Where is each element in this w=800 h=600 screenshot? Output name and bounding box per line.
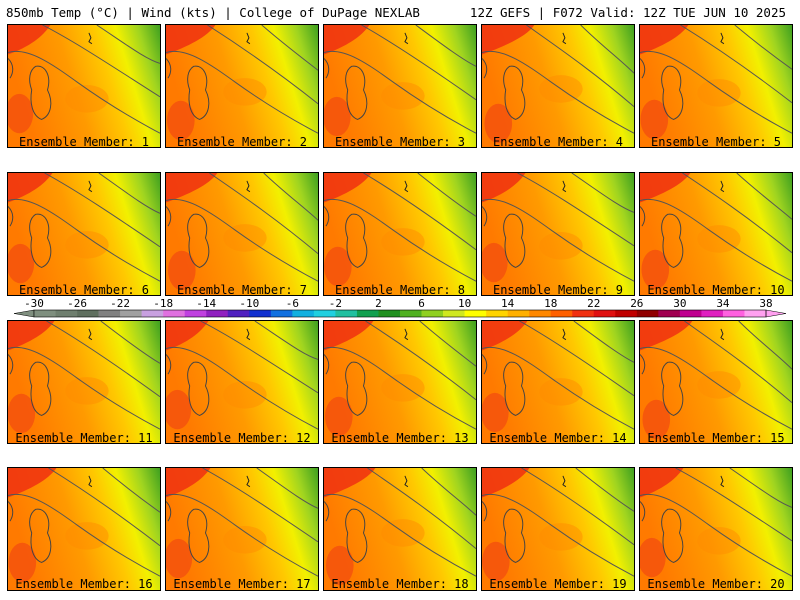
colorbar-swatch — [356, 310, 379, 317]
colorbar-swatch — [486, 310, 508, 317]
ensemble-member-label: Ensemble Member: 17 — [173, 577, 311, 591]
ensemble-map-14[interactable] — [481, 320, 635, 444]
colorbar-swatch — [722, 310, 745, 317]
colorbar-swatch — [77, 310, 99, 317]
colorbar-right-arrow — [765, 309, 787, 318]
colorbar-tick-label: -30 — [24, 297, 44, 310]
ensemble-member-label: Ensemble Member: 12 — [173, 431, 311, 445]
colorbar-swatch — [744, 310, 767, 317]
colorbar-swatch — [443, 310, 465, 317]
map-title: 850mb Temp (°C) | Wind (kts) | College o… — [6, 5, 420, 20]
ensemble-member-label: Ensemble Member: 18 — [331, 577, 469, 591]
ensemble-map-5[interactable] — [639, 24, 793, 148]
colorbar-swatch — [120, 310, 142, 317]
ensemble-member-label: Ensemble Member: 8 — [334, 283, 466, 297]
colorbar-swatch — [529, 310, 552, 317]
colorbar-swatch — [400, 310, 422, 317]
colorbar-swatch — [335, 310, 358, 317]
colorbar-tick-label: 34 — [716, 297, 730, 310]
colorbar-tick-label: -6 — [286, 297, 299, 310]
ensemble-map-8[interactable] — [323, 172, 477, 296]
colorbar-tick-label: 2 — [375, 297, 382, 310]
colorbar-swatch — [421, 310, 444, 317]
ensemble-member-label: Ensemble Member: 11 — [15, 431, 153, 445]
colorbar-swatch — [55, 310, 78, 317]
colorbar-left-arrow — [13, 309, 35, 318]
colorbar-swatch — [270, 310, 293, 317]
colorbar-swatch — [550, 310, 573, 317]
colorbar-swatch — [227, 310, 250, 317]
ensemble-member-label: Ensemble Member: 10 — [647, 283, 785, 297]
colorbar-tick-label: -2 — [329, 297, 342, 310]
colorbar-swatch — [206, 310, 229, 317]
ensemble-member-label: Ensemble Member: 5 — [650, 135, 782, 149]
ensemble-member-label: Ensemble Member: 7 — [176, 283, 308, 297]
colorbar-tick-label: 22 — [587, 297, 600, 310]
ensemble-map-3[interactable] — [323, 24, 477, 148]
colorbar-swatch — [679, 310, 702, 317]
ensemble-map-19[interactable] — [481, 467, 635, 591]
run-valid-time: 12Z GEFS | F072 Valid: 12Z TUE JUN 10 20… — [469, 5, 786, 20]
colorbar-swatch — [313, 310, 336, 317]
colorbar-swatch — [141, 310, 164, 317]
ensemble-map-20[interactable] — [639, 467, 793, 591]
ensemble-member-label: Ensemble Member: 4 — [492, 135, 624, 149]
temperature-colorbar: -30 -26 -22 -18 -14 -10 -6 -2 2 6 10 14 18 22 26 30 34 38… — [0, 296, 800, 320]
ensemble-member-label: Ensemble Member: 19 — [489, 577, 627, 591]
colorbar-swatch — [249, 310, 272, 317]
colorbar-tick-label: 6 — [418, 297, 425, 310]
colorbar-swatch — [701, 310, 724, 317]
colorbar-border — [33, 309, 767, 318]
ensemble-map-4[interactable] — [481, 24, 635, 148]
colorbar-swatch — [184, 310, 207, 317]
colorbar-swatch — [163, 310, 186, 317]
ensemble-map-12[interactable] — [165, 320, 319, 444]
ensemble-map-10[interactable] — [639, 172, 793, 296]
ensemble-member-label: Ensemble Member: 9 — [492, 283, 624, 297]
ensemble-member-label: Ensemble Member: 3 — [334, 135, 466, 149]
colorbar-swatch — [98, 310, 121, 317]
colorbar-swatch — [636, 310, 659, 317]
colorbar-swatch — [292, 310, 315, 317]
ensemble-member-label: Ensemble Member: 2 — [176, 135, 308, 149]
colorbar-swatch — [464, 310, 487, 317]
ensemble-member-label: Ensemble Member: 14 — [489, 431, 627, 445]
colorbar-tick-label: 14 — [501, 297, 515, 310]
ensemble-member-label: Ensemble Member: 1 — [18, 135, 150, 149]
ensemble-map-13[interactable] — [323, 320, 477, 444]
colorbar-tick-label: 30 — [673, 297, 686, 310]
ensemble-map-16[interactable] — [7, 467, 161, 591]
ensemble-member-label: Ensemble Member: 6 — [18, 283, 150, 297]
colorbar-swatch — [572, 310, 595, 317]
ensemble-map-1[interactable] — [7, 24, 161, 148]
ensemble-map-6[interactable] — [7, 172, 161, 296]
colorbar-svg: -30 -26 -22 -18 -14 -10 -6 -2 2 6 10 14 18 22 26 30 34 38… — [13, 297, 787, 318]
colorbar-swatch — [378, 310, 401, 317]
colorbar-tick-label: -10 — [239, 297, 259, 310]
colorbar-swatch — [658, 310, 681, 317]
ensemble-member-label: Ensemble Member: 20 — [647, 577, 785, 591]
ensemble-map-7[interactable] — [165, 172, 319, 296]
ensemble-map-9[interactable] — [481, 172, 635, 296]
ensemble-member-label: Ensemble Member: 13 — [331, 431, 469, 445]
ensemble-map-18[interactable] — [323, 467, 477, 591]
colorbar-swatch — [615, 310, 638, 317]
colorbar-tick-label: 10 — [458, 297, 471, 310]
colorbar-tick-label: 38 — [759, 297, 772, 310]
ensemble-map-17[interactable] — [165, 467, 319, 591]
colorbar-tick-label: -22 — [110, 297, 130, 310]
colorbar-tick-label: -18 — [153, 297, 173, 310]
colorbar-swatch — [34, 310, 56, 317]
colorbar-tick-label: 26 — [630, 297, 643, 310]
ensemble-map-11[interactable] — [7, 320, 161, 444]
colorbar-tick-label: 18 — [544, 297, 557, 310]
ensemble-member-label: Ensemble Member: 15 — [647, 431, 785, 445]
colorbar-swatch — [507, 310, 530, 317]
colorbar-tick-label: -14 — [196, 297, 216, 310]
colorbar-swatch — [593, 310, 616, 317]
colorbar-tick-label: -26 — [67, 297, 87, 310]
ensemble-member-label: Ensemble Member: 16 — [15, 577, 153, 591]
ensemble-map-2[interactable] — [165, 24, 319, 148]
ensemble-map-15[interactable] — [639, 320, 793, 444]
